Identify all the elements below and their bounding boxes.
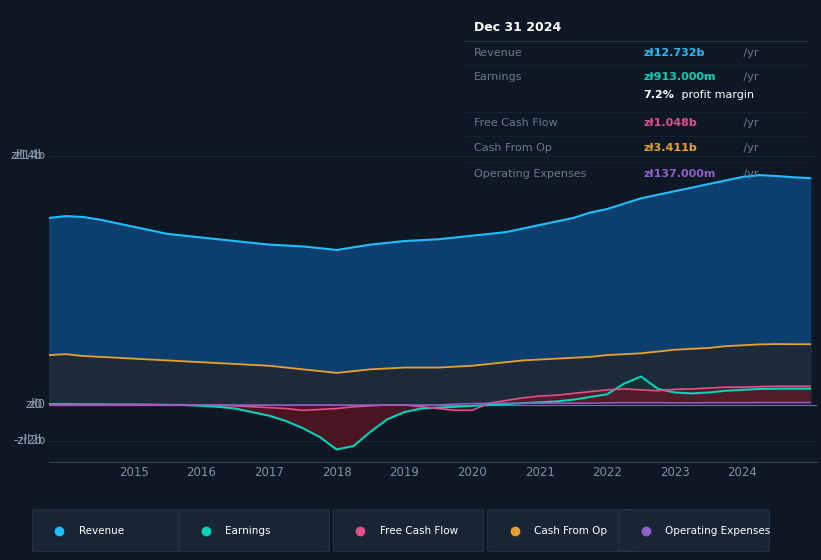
FancyBboxPatch shape xyxy=(488,510,638,552)
Text: Operating Expenses: Operating Expenses xyxy=(665,526,770,535)
Text: Dec 31 2024: Dec 31 2024 xyxy=(475,21,562,34)
FancyBboxPatch shape xyxy=(619,510,769,552)
Text: zł14b: zł14b xyxy=(13,149,45,162)
Text: /yr: /yr xyxy=(740,48,759,58)
Text: zł14b: zł14b xyxy=(10,149,43,162)
Text: zł137.000m: zł137.000m xyxy=(643,169,716,179)
Text: /yr: /yr xyxy=(740,143,759,153)
Text: -zł2b: -zł2b xyxy=(13,434,43,447)
Text: Cash From Op: Cash From Op xyxy=(475,143,552,153)
FancyBboxPatch shape xyxy=(333,510,484,552)
Text: -złl2b: -złl2b xyxy=(13,434,45,447)
Text: zł0: zł0 xyxy=(29,399,45,412)
Text: Cash From Op: Cash From Op xyxy=(534,526,607,535)
Text: Earnings: Earnings xyxy=(225,526,271,535)
Text: zł12.732b: zł12.732b xyxy=(643,48,704,58)
Text: profit margin: profit margin xyxy=(677,90,754,100)
Text: 7.2%: 7.2% xyxy=(643,90,674,100)
Text: zł3.411b: zł3.411b xyxy=(643,143,697,153)
Text: zł913.000m: zł913.000m xyxy=(643,72,716,82)
Text: zł0: zł0 xyxy=(25,399,43,412)
Text: Free Cash Flow: Free Cash Flow xyxy=(379,526,458,535)
FancyBboxPatch shape xyxy=(32,510,183,552)
Text: Earnings: Earnings xyxy=(475,72,523,82)
Text: Revenue: Revenue xyxy=(79,526,124,535)
Text: zł1.048b: zł1.048b xyxy=(643,118,697,128)
Text: /yr: /yr xyxy=(740,169,759,179)
Text: Free Cash Flow: Free Cash Flow xyxy=(475,118,557,128)
Text: Revenue: Revenue xyxy=(475,48,523,58)
Text: /yr: /yr xyxy=(740,118,759,128)
Text: /yr: /yr xyxy=(740,72,759,82)
Text: Operating Expenses: Operating Expenses xyxy=(475,169,586,179)
FancyBboxPatch shape xyxy=(179,510,329,552)
